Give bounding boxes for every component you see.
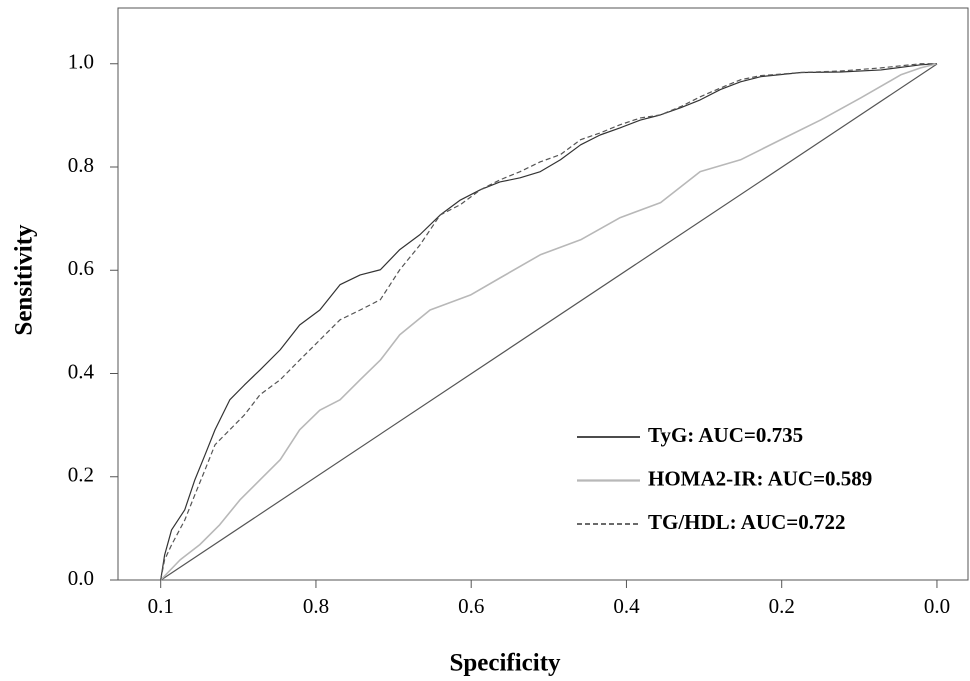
- y-axis-title: Sensitivity: [11, 224, 38, 336]
- y-tick-label: 0.6: [68, 256, 94, 280]
- roc-curve: [160, 62, 938, 581]
- x-tick-label: 0.8: [303, 594, 329, 618]
- legend-label: TG/HDL: AUC=0.722: [648, 510, 845, 534]
- legend-label: TyG: AUC=0.735: [648, 423, 803, 447]
- x-tick-label: 0.2: [769, 594, 795, 618]
- y-tick-label: 0.0: [68, 566, 94, 590]
- x-tick-label: 0.1: [148, 594, 174, 618]
- plot-frame: [117, 7, 969, 581]
- y-tick-label: 0.2: [68, 463, 94, 487]
- y-tick-label: 1.0: [68, 50, 94, 74]
- x-tick-label: 0.4: [613, 594, 640, 618]
- roc-curve: [160, 63, 937, 581]
- roc-curve: [160, 63, 937, 581]
- x-tick-label: 0.0: [924, 594, 950, 618]
- y-tick-label: 0.4: [68, 359, 95, 383]
- x-axis-title: Specificity: [449, 650, 561, 677]
- x-tick-label: 0.6: [458, 594, 484, 618]
- y-tick-label: 0.8: [68, 153, 94, 177]
- reference-diagonal: [160, 63, 938, 581]
- legend-label: HOMA2-IR: AUC=0.589: [648, 466, 872, 490]
